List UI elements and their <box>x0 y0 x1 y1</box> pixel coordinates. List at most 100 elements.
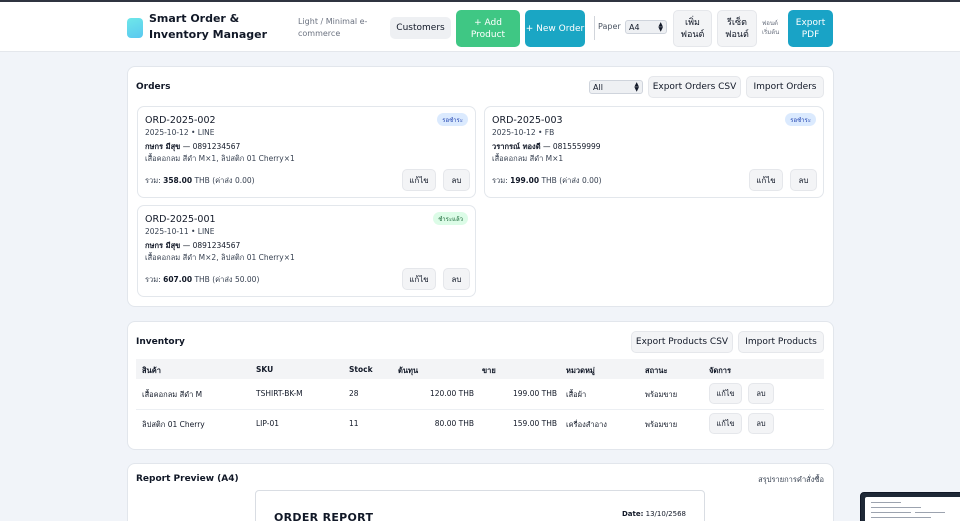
product-status: พร้อมขาย <box>645 420 678 429</box>
col-status: สถานะ <box>645 366 668 375</box>
customer-phone: — 0891234567 <box>182 142 241 151</box>
total-prefix: รวม: <box>145 176 161 185</box>
customer-name: กษกร มีสุข <box>145 241 181 250</box>
col-stock: Stock <box>349 365 373 374</box>
edit-order-button[interactable]: แก้ไข <box>402 169 436 191</box>
report-date-label: Date: <box>621 510 644 518</box>
add-product-button[interactable]: + Add Product <box>456 10 520 47</box>
import-products-button[interactable]: Import Products <box>738 331 824 353</box>
delete-order-button[interactable]: ลบ <box>790 169 817 191</box>
app-header: Smart Order & Inventory Manager Light / … <box>0 0 960 52</box>
app-title: Smart Order & Inventory Manager <box>149 12 268 41</box>
report-date: Date: 13/10/2568 <box>622 510 686 518</box>
thumbnail-line <box>915 512 945 513</box>
col-actions: จัดการ <box>709 366 732 375</box>
product-cost: 120.00 THB <box>430 389 474 398</box>
product-stock: 28 <box>349 389 359 398</box>
edit-order-button[interactable]: แก้ไข <box>402 268 436 290</box>
inventory-title: Inventory <box>136 337 185 347</box>
order-total: รวม: 607.00 THB (ค่าส่ง 50.00) <box>145 274 259 286</box>
customer-phone: — 0815559999 <box>542 142 601 151</box>
app-logo <box>127 18 143 38</box>
order-card[interactable]: ORD-2025-001 ชำระแล้ว 2025-10-11 • LINE … <box>137 205 476 297</box>
product-name: ลิปสติก 01 Cherry <box>142 420 205 429</box>
import-orders-button[interactable]: Import Orders <box>746 76 824 98</box>
new-order-button[interactable]: + New Order <box>525 10 585 47</box>
product-status: พร้อมขาย <box>645 390 678 399</box>
total-suffix: THB (ค่าส่ง 0.00) <box>541 176 602 185</box>
order-id: ORD-2025-002 <box>145 115 216 126</box>
order-customer: วรากรณ์ ทองดี — 0815559999 <box>492 141 601 153</box>
add-font-button[interactable]: เพิ่มฟอนต์ <box>673 10 712 47</box>
report-doc-title: ORDER REPORT <box>274 511 374 521</box>
delete-order-button[interactable]: ลบ <box>443 268 470 290</box>
total-suffix: THB (ค่าส่ง 50.00) <box>194 275 260 284</box>
default-font-label: ฟอนต์เริ่มต้น <box>762 20 780 36</box>
order-items: เสื้อคอกลม สีดำ M×1 <box>492 154 564 163</box>
thumbnail-screen <box>865 497 960 521</box>
order-customer: กษกร มีสุข — 0891234567 <box>145 240 240 252</box>
screen-thumbnail[interactable] <box>860 492 960 521</box>
order-customer: กษกร มีสุข — 0891234567 <box>145 141 240 153</box>
orders-title: Orders <box>136 82 171 92</box>
order-meta: 2025-10-12 • FB <box>492 128 555 137</box>
order-card[interactable]: ORD-2025-002 รอชำระ 2025-10-12 • LINE กษ… <box>137 106 476 198</box>
edit-product-button[interactable]: แก้ไข <box>709 383 742 404</box>
paper-select[interactable]: A4 ▲ ▼ <box>625 20 667 34</box>
report-title: Report Preview (A4) <box>136 474 239 484</box>
customer-name: กษกร มีสุข <box>145 142 181 151</box>
delete-product-button[interactable]: ลบ <box>748 383 774 404</box>
total-prefix: รวม: <box>492 176 508 185</box>
product-cost: 80.00 THB <box>434 419 474 428</box>
product-category: เครื่องสำอาง <box>566 420 607 429</box>
export-orders-csv-button[interactable]: Export Orders CSV <box>648 76 741 98</box>
thumbnail-line <box>871 507 921 508</box>
paper-label: Paper <box>598 22 621 31</box>
thumbnail-line <box>871 517 931 518</box>
delete-order-button[interactable]: ลบ <box>443 169 470 191</box>
col-sku: SKU <box>256 365 274 374</box>
inventory-table-header: สินค้า SKU Stock ต้นทุน ขาย หมวดหมู่ สถา… <box>136 359 824 379</box>
export-pdf-button[interactable]: Export PDF <box>788 10 833 47</box>
product-sku: TSHIRT-BK-M <box>256 389 303 398</box>
delete-product-button[interactable]: ลบ <box>748 413 774 434</box>
export-products-csv-button[interactable]: Export Products CSV <box>631 331 733 353</box>
product-sku: LIP-01 <box>256 419 279 428</box>
header-divider <box>594 16 595 40</box>
customer-name: วรากรณ์ ทองดี <box>492 142 541 151</box>
row-divider <box>136 409 824 410</box>
order-card[interactable]: ORD-2025-003 รอชำระ 2025-10-12 • FB วราก… <box>484 106 824 198</box>
order-id: ORD-2025-001 <box>145 214 216 225</box>
thumbnail-line <box>871 502 901 503</box>
order-total: รวม: 199.00 THB (ค่าส่ง 0.00) <box>492 175 602 187</box>
order-id: ORD-2025-003 <box>492 115 563 126</box>
col-cost: ต้นทุน <box>398 366 419 375</box>
total-suffix: THB (ค่าส่ง 0.00) <box>194 176 255 185</box>
order-items: เสื้อคอกลม สีดำ M×2, ลิปสติก 01 Cherry×1 <box>145 253 295 262</box>
order-meta: 2025-10-11 • LINE <box>145 227 215 236</box>
thumbnail-line <box>871 512 911 513</box>
order-items: เสื้อคอกลม สีดำ M×1, ลิปสติก 01 Cherry×1 <box>145 154 295 163</box>
product-stock: 11 <box>349 419 359 428</box>
order-total: รวม: 358.00 THB (ค่าส่ง 0.00) <box>145 175 255 187</box>
col-price: ขาย <box>482 366 496 375</box>
report-date-value: 13/10/2568 <box>645 510 686 518</box>
customers-button[interactable]: Customers <box>390 17 451 39</box>
total-prefix: รวม: <box>145 275 161 284</box>
select-arrows-icon: ▲ ▼ <box>658 21 663 33</box>
report-summary-link[interactable]: สรุปรายการคำสั่งซื้อ <box>758 475 824 484</box>
report-document: ORDER REPORT Date: 13/10/2568 <box>255 490 705 521</box>
order-meta: 2025-10-12 • LINE <box>145 128 215 137</box>
status-badge: ชำระแล้ว <box>433 212 468 225</box>
product-price: 159.00 THB <box>513 419 557 428</box>
col-category: หมวดหมู่ <box>566 366 595 375</box>
product-category: เสื้อผ้า <box>566 390 587 399</box>
total-amount: 607.00 <box>163 275 193 284</box>
reset-font-button[interactable]: รีเซ็ตฟอนต์ <box>717 10 757 47</box>
edit-product-button[interactable]: แก้ไข <box>709 413 742 434</box>
paper-select-value: A4 <box>629 22 640 32</box>
product-name: เสื้อคอกลม สีดำ M <box>142 390 203 399</box>
edit-order-button[interactable]: แก้ไข <box>749 169 783 191</box>
product-price: 199.00 THB <box>513 389 557 398</box>
orders-filter-select[interactable]: All ▲ ▼ <box>589 80 643 94</box>
